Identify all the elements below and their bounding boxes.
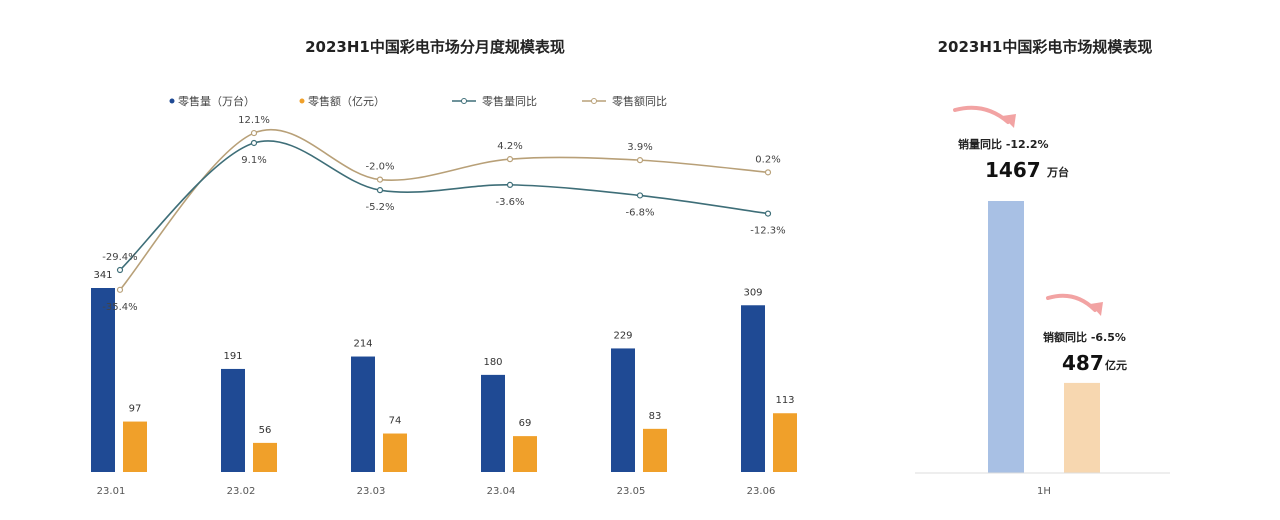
legend-value-yoy-label: 零售额同比 <box>612 94 667 108</box>
half-year-tick-label: 1H <box>1037 486 1051 497</box>
volume-bar <box>741 305 765 472</box>
value-yoy-label: 0.2% <box>755 154 780 165</box>
value-yoy-point <box>506 156 514 163</box>
volume-bar <box>351 356 375 472</box>
sales-yoy-arrowhead-icon <box>1002 114 1016 128</box>
value-bar-label: 56 <box>259 425 272 436</box>
legend-value-label: 零售额（亿元） <box>308 94 385 108</box>
legend-volume-yoy-label: 零售量同比 <box>482 94 537 108</box>
value-bar-label: 74 <box>389 416 402 427</box>
volume-yoy-point <box>764 210 772 217</box>
legend-value-marker <box>299 98 305 104</box>
value-bar-label: 83 <box>649 411 662 422</box>
value-bar <box>773 413 797 472</box>
sales-total-unit: 万台 <box>1046 165 1069 179</box>
volume-yoy-point <box>376 187 384 194</box>
volume-bar-label: 180 <box>483 357 502 368</box>
volume-yoy-point <box>636 192 644 199</box>
value-bar <box>123 421 147 472</box>
value-yoy-point <box>636 157 644 164</box>
legend: 零售量（万台） 零售额（亿元） 零售量同比 零售额同比 <box>169 94 667 108</box>
month-tick-label: 23.06 <box>747 486 776 497</box>
volume-bar-label: 309 <box>743 287 762 298</box>
monthly-bars: 341 97 191 56 214 74 180 69 229 83 309 113 <box>91 270 797 472</box>
volume-yoy-point <box>506 181 514 188</box>
volume-yoy-label: -6.8% <box>625 207 654 218</box>
value-yoy-point <box>116 286 124 293</box>
value-yoy-label: 12.1% <box>238 115 270 126</box>
value-bar-label: 113 <box>775 395 794 406</box>
revenue-total-unit: 亿元 <box>1105 358 1127 372</box>
legend-value-yoy-marker <box>591 98 597 104</box>
value-bar <box>253 442 277 472</box>
value-yoy-point <box>764 169 772 176</box>
legend-volume-label: 零售量（万台） <box>178 94 255 108</box>
volume-bar <box>481 374 505 472</box>
volume-yoy-line <box>119 140 769 271</box>
volume-yoy-label: 9.1% <box>241 155 266 166</box>
volume-bar-label: 229 <box>613 330 632 341</box>
volume-yoy-point <box>116 266 124 274</box>
left-chart-title: 2023H1中国彩电市场分月度规模表现 <box>305 38 565 56</box>
value-yoy-point <box>376 176 384 183</box>
yoy-lines: -35.4% 12.1% -2.0% 4.2% 3.9% 0.2% -29.4% 9.1% -5… <box>102 115 785 313</box>
volume-bar <box>221 368 245 472</box>
half-year-revenue-bar <box>1064 382 1100 473</box>
legend-volume-marker <box>169 98 175 104</box>
value-yoy-line <box>119 128 769 291</box>
sales-total-value: 1467 <box>985 158 1041 182</box>
volume-yoy-label: -12.3% <box>750 226 785 237</box>
value-yoy-label: 3.9% <box>627 142 652 153</box>
sales-yoy-arrow-icon <box>953 105 1010 124</box>
revenue-total-value: 487 <box>1062 351 1104 375</box>
value-bar <box>383 433 407 472</box>
volume-bar-label: 191 <box>223 351 242 362</box>
month-tick-labels: 23.01 23.02 23.03 23.04 23.05 23.06 <box>97 486 776 497</box>
month-tick-label: 23.05 <box>617 486 646 497</box>
volume-bar <box>91 288 115 472</box>
revenue-yoy-arrow-icon <box>1046 293 1097 312</box>
right-chart-title: 2023H1中国彩电市场规模表现 <box>938 38 1153 56</box>
sales-yoy-label: 销量同比 -12.2% <box>958 137 1049 151</box>
volume-yoy-label: -29.4% <box>102 252 137 263</box>
revenue-yoy-arrowhead-icon <box>1090 302 1103 316</box>
value-bar <box>643 428 667 472</box>
legend-volume-yoy-marker <box>461 98 467 104</box>
volume-yoy-label: -3.6% <box>495 197 524 208</box>
volume-bar-label: 214 <box>353 339 372 350</box>
month-tick-label: 23.01 <box>97 486 126 497</box>
month-tick-label: 23.03 <box>357 486 386 497</box>
volume-bar <box>611 348 635 472</box>
value-yoy-label: 4.2% <box>497 141 522 152</box>
value-bar-label: 97 <box>129 404 142 415</box>
volume-yoy-label: -5.2% <box>365 202 394 213</box>
value-bar-label: 69 <box>519 418 532 429</box>
revenue-yoy-label: 销额同比 -6.5% <box>1043 330 1126 344</box>
value-yoy-point <box>250 129 258 137</box>
value-bar <box>513 436 537 472</box>
month-tick-label: 23.02 <box>227 486 256 497</box>
half-year-sales-bar <box>988 201 1024 473</box>
value-yoy-label: -2.0% <box>365 162 394 173</box>
month-tick-label: 23.04 <box>487 486 516 497</box>
volume-yoy-point <box>250 139 258 147</box>
value-yoy-label: -35.4% <box>102 302 137 313</box>
volume-bar-label: 341 <box>93 270 112 281</box>
